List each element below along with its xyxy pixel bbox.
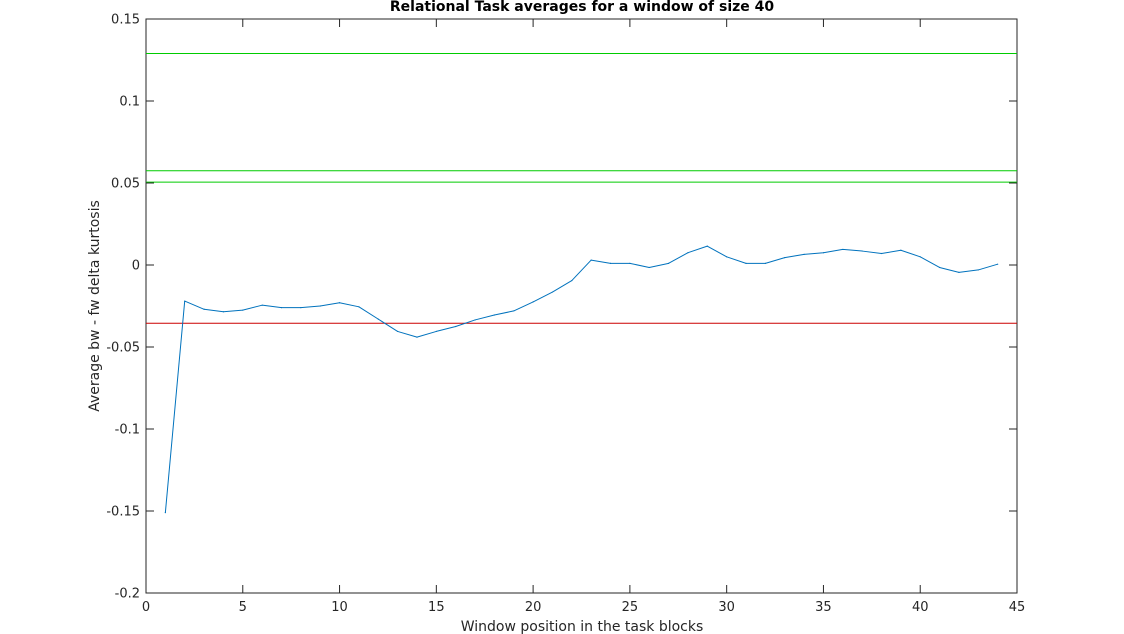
y-tick-label: -0.2 — [115, 587, 140, 602]
x-tick-label: 35 — [815, 600, 832, 615]
x-axis-label: Window position in the task blocks — [461, 619, 704, 634]
data-point — [280, 307, 283, 309]
data-point — [397, 330, 399, 333]
data-point — [919, 256, 921, 258]
x-tick-label: 20 — [525, 600, 542, 615]
data-point — [648, 266, 650, 269]
y-tick-label: 0 — [132, 259, 140, 274]
data-point — [668, 262, 670, 264]
data-point — [242, 309, 244, 311]
data-point — [590, 259, 592, 261]
data-point — [764, 262, 766, 264]
data-point — [532, 301, 534, 303]
data-point — [164, 512, 166, 514]
data-point — [416, 336, 418, 338]
reference-lines — [146, 52, 1017, 324]
data-point — [938, 266, 941, 269]
data-point — [629, 262, 631, 264]
data-point — [822, 252, 825, 254]
data-point — [842, 248, 844, 251]
data-point — [571, 279, 573, 282]
x-tick-label: 10 — [331, 600, 348, 615]
data-point — [551, 291, 554, 293]
data-point — [745, 262, 747, 264]
data-point — [997, 263, 999, 265]
data-point — [726, 256, 728, 258]
chart-title: Relational Task averages for a window of… — [390, 0, 775, 15]
y-tick-label: -0.1 — [115, 423, 140, 438]
data-point — [455, 325, 457, 328]
y-axis-ticks: -0.2 -0.15 -0.1 -0.05 0 0.05 0.1 0.15 — [106, 13, 1017, 602]
data-point — [784, 257, 786, 259]
y-tick-label: -0.15 — [106, 505, 140, 520]
data-point — [861, 250, 863, 252]
data-point — [184, 300, 186, 302]
x-tick-label: 40 — [912, 600, 929, 615]
data-point — [222, 311, 225, 313]
y-tick-label: 0.05 — [111, 177, 140, 192]
x-tick-label: 30 — [718, 600, 735, 615]
data-point — [338, 302, 341, 304]
data-point — [900, 249, 902, 251]
data-point — [609, 262, 612, 264]
series-group — [164, 245, 999, 514]
plot-area-frame — [145, 18, 1018, 594]
data-point — [319, 305, 321, 307]
x-tick-label: 25 — [622, 600, 639, 615]
data-point — [435, 330, 437, 333]
x-tick-label: 0 — [142, 600, 150, 615]
x-tick-label: 45 — [1009, 600, 1026, 615]
data-point — [358, 306, 360, 308]
data-point — [880, 252, 883, 255]
y-tick-label: -0.05 — [106, 341, 140, 356]
data-point — [474, 319, 476, 321]
x-tick-label: 15 — [428, 600, 445, 615]
data-point — [261, 304, 263, 306]
data-point — [803, 253, 805, 255]
y-axis-label: Average bw - fw delta kurtosis — [87, 200, 103, 412]
y-tick-label: 0.15 — [111, 13, 140, 28]
x-tick-label: 5 — [239, 600, 247, 615]
data-point — [706, 245, 708, 247]
x-axis-ticks: 0 5 10 15 20 25 30 35 40 45 — [142, 19, 1025, 615]
series-line-1 — [164, 245, 998, 513]
data-point — [513, 310, 515, 312]
y-tick-label: 0.1 — [119, 95, 140, 110]
data-point — [977, 269, 979, 271]
data-point — [203, 308, 205, 310]
data-point — [300, 307, 302, 309]
data-point — [377, 318, 379, 320]
data-point — [958, 271, 960, 273]
data-point — [493, 314, 495, 316]
data-point — [687, 252, 689, 254]
